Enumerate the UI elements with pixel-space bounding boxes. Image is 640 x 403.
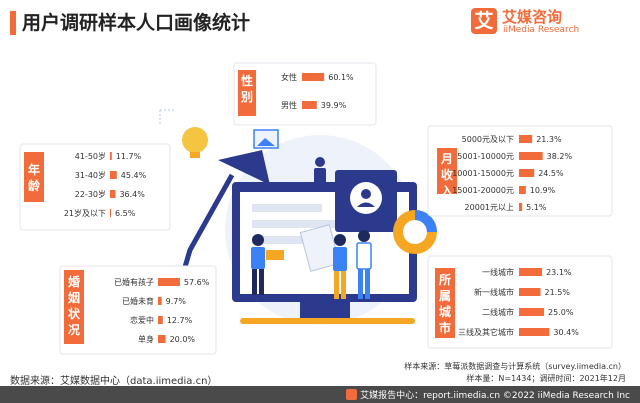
person-top-icon — [315, 157, 325, 167]
category-label: 10001-15000元 — [452, 169, 514, 178]
logo-subtitle: iiMedia Research — [503, 25, 580, 35]
value-label: 23.1% — [546, 268, 572, 277]
title-accent-bar — [10, 11, 16, 35]
value-label: 57.6% — [184, 278, 210, 287]
lightbulb-icon — [182, 127, 208, 153]
value-label: 10.9% — [530, 186, 556, 195]
bar — [519, 288, 541, 296]
page-title: 用户调研样本人口画像统计 — [22, 12, 251, 34]
bar — [110, 209, 111, 217]
bar — [519, 135, 533, 143]
value-label: 24.5% — [538, 169, 564, 178]
bar — [110, 171, 117, 179]
logo-icon: 艾 — [471, 8, 497, 34]
panel-marital — [59, 265, 217, 355]
person-middle-icon — [334, 234, 346, 246]
sample-source: 样本来源：草莓派数据调查与计算系统（survey.iimedia.cn） — [404, 362, 626, 371]
category-label: 5001-10000元 — [457, 152, 514, 161]
value-label: 38.2% — [547, 152, 573, 161]
value-label: 9.7% — [166, 297, 187, 306]
bar — [158, 297, 162, 305]
screen-line-2 — [252, 220, 342, 228]
category-label: 20001元以上 — [465, 203, 514, 212]
label-box-city — [435, 268, 455, 338]
screen-line-3 — [252, 236, 312, 244]
monitor-base — [262, 294, 392, 302]
screen-line-1 — [252, 204, 322, 212]
bar — [302, 101, 317, 109]
label-box-age — [24, 152, 44, 202]
footer-text: 艾媒报告中心：report.iimedia.cn ©2022 iiMedia R… — [360, 391, 630, 401]
group-label-city: 所属城市 — [439, 272, 451, 335]
person-right-icon — [358, 230, 370, 242]
footer-logo-icon — [346, 389, 358, 400]
category-label: 22-30岁 — [75, 189, 106, 199]
value-label: 36.4% — [119, 190, 145, 199]
value-label: 21.5% — [545, 288, 571, 297]
lamp-head-icon — [218, 150, 270, 185]
logo-name: 艾媒咨询 — [502, 8, 563, 26]
value-label: 11.7% — [116, 152, 142, 161]
value-label: 60.1% — [328, 73, 354, 82]
bar — [519, 328, 550, 336]
bar — [519, 308, 544, 316]
category-label: 31-40岁 — [75, 170, 106, 180]
category-label: 21岁及以下 — [64, 208, 106, 218]
bar — [519, 203, 523, 211]
category-label: 恋爱中 — [130, 315, 154, 325]
bar — [110, 152, 112, 160]
bar — [158, 335, 166, 343]
group-label-income: 月收入 — [440, 152, 453, 198]
bar — [519, 268, 543, 276]
value-label: 5.1% — [526, 203, 547, 212]
category-label: 男性 — [281, 100, 297, 110]
group-label-age: 年龄 — [28, 162, 41, 193]
bar — [158, 316, 163, 324]
bars-layer: 女性 60.1% 男性 39.9% 41-50岁 11.7% 31-40岁 45.4% 22-3… — [64, 72, 579, 344]
value-label: 21.3% — [536, 135, 562, 144]
data-source: 数据来源：艾媒数据中心（data.iimedia.cn） — [10, 376, 218, 387]
category-label: 已婚未育 — [122, 296, 154, 306]
document-icon — [299, 224, 341, 272]
category-label: 一线城市 — [482, 267, 514, 277]
bar — [302, 73, 325, 81]
category-label: 二线城市 — [482, 307, 514, 317]
value-label: 45.4% — [121, 171, 147, 180]
bar — [519, 186, 526, 194]
value-label: 39.9% — [321, 101, 347, 110]
value-label: 25.0% — [548, 308, 574, 317]
sample-size: 样本量：N=1434；调研时间：2021年12月 — [466, 374, 626, 383]
panel-city — [427, 255, 613, 349]
category-label: 新一线城市 — [474, 287, 514, 297]
value-label: 30.4% — [553, 328, 579, 337]
bar — [158, 278, 180, 286]
category-label: 已婚有孩子 — [114, 277, 154, 287]
value-label: 6.5% — [115, 209, 136, 218]
group-label-gender: 性别 — [240, 73, 253, 104]
person-left-icon — [252, 234, 264, 246]
panel-gender — [233, 62, 377, 126]
footer-text-wrap: 艾媒报告中心：report.iimedia.cn ©2022 iiMedia R… — [346, 388, 630, 401]
bar — [519, 152, 543, 160]
bar — [110, 190, 116, 198]
group-label-marital: 婚姻状况 — [68, 274, 81, 337]
category-label: 5000元及以下 — [462, 135, 514, 144]
footer-bar: 艾媒报告中心：report.iimedia.cn ©2022 iiMedia R… — [0, 386, 640, 403]
value-label: 20.0% — [170, 335, 196, 344]
category-label: 三线及其它城市 — [458, 327, 514, 337]
label-box-marital — [64, 270, 84, 344]
category-label: 女性 — [281, 72, 297, 82]
panel-age — [19, 143, 171, 231]
category-label: 41-50岁 — [75, 151, 106, 161]
category-label: 15001-20000元 — [452, 186, 514, 195]
category-label: 单身 — [138, 334, 154, 344]
desk-line — [240, 318, 415, 324]
label-box-income — [437, 148, 457, 194]
bar — [519, 169, 535, 177]
label-box-gender — [238, 70, 256, 116]
value-label: 12.7% — [167, 316, 193, 325]
illustration — [159, 109, 470, 325]
